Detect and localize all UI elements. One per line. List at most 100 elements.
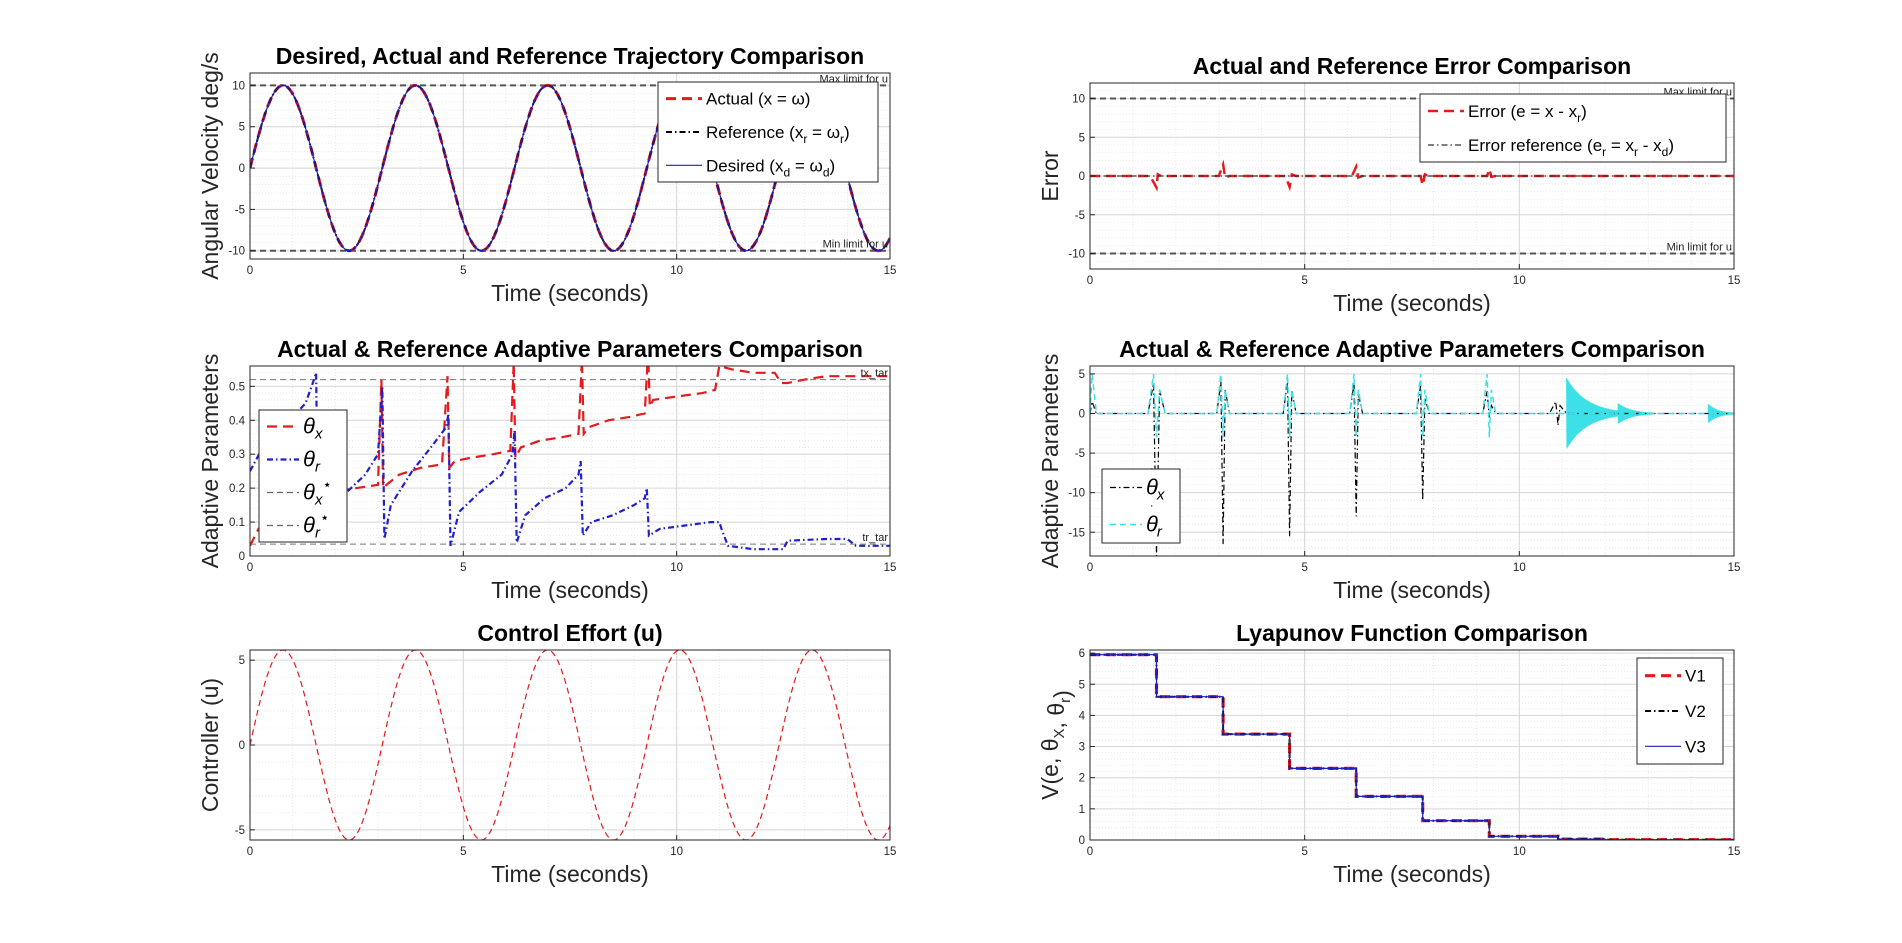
y-tick-label: 0 [1079, 835, 1085, 847]
legend-entry-label: θ˙ x [1146, 466, 1165, 504]
x-axis-label: Time (seconds) [491, 861, 649, 887]
x-tick-label: 0 [247, 265, 253, 277]
y-axis-label: Controller (u) [197, 678, 223, 812]
y-tick-label: 0 [239, 551, 245, 563]
y-tick-label: 5 [1079, 369, 1085, 381]
y-axis-label: Adaptive Parameters [197, 354, 223, 569]
legend-entry-label: θr [303, 447, 321, 476]
legend-entry-label: Error (e = x - xr) [1468, 102, 1587, 125]
x-tick-label: 5 [1301, 275, 1307, 287]
x-axis-label: Time (seconds) [1333, 861, 1491, 887]
axes-box [249, 365, 891, 557]
plot-area [1090, 650, 1734, 840]
limit-label: Min limit for u [1667, 242, 1732, 254]
x-tick-label: 15 [884, 562, 897, 574]
legend-entry-label: V3 [1685, 737, 1706, 756]
x-tick-label: 0 [1087, 275, 1093, 287]
legend-entry-label: θx⋆ [303, 477, 332, 509]
x-axis-label: Time (seconds) [491, 577, 649, 603]
x-axis-label: Time (seconds) [491, 280, 649, 306]
y-tick-label: 1 [1079, 804, 1085, 816]
y-tick-label: 0.1 [229, 517, 245, 529]
x-tick-label: 5 [1301, 562, 1307, 574]
x-tick-label: 10 [670, 265, 683, 277]
data-layer [250, 366, 890, 551]
legend-box [1419, 93, 1727, 163]
x-tick-label: 0 [1087, 562, 1093, 574]
series-line-0 [250, 366, 890, 547]
x-tick-label: 0 [247, 562, 253, 574]
p6-chart: 0 5 10 15 0 1 2 3 4 5 6 Lyapunov Function Compariso… [1037, 620, 1740, 887]
x-tick-label: 5 [460, 265, 466, 277]
y-tick-label: -10 [228, 246, 245, 258]
legend-box [258, 409, 348, 543]
x-tick-label: 0 [1087, 846, 1093, 858]
y-axis-label: Adaptive Parameters [1037, 354, 1063, 569]
chart-title: Desired, Actual and Reference Trajectory… [276, 43, 864, 69]
x-tick-label: 15 [1728, 846, 1741, 858]
y-tick-label: 0 [239, 163, 245, 175]
y-tick-label: 3 [1079, 742, 1085, 754]
y-tick-label: 0 [239, 740, 245, 752]
y-axis-label: Angular Velocity deg/s [197, 52, 223, 280]
y-tick-label: 0 [1079, 409, 1085, 421]
y-tick-label: -10 [1068, 488, 1085, 500]
series-line-1 [1090, 373, 1734, 438]
x-tick-label: 0 [247, 846, 253, 858]
y-tick-label: -5 [1075, 210, 1085, 222]
series-line-1 [250, 372, 890, 551]
legend: Actual (x = ω) Reference (xr = ωr) Desired… [657, 81, 879, 183]
y-tick-label: 0.5 [229, 381, 245, 393]
data-layer [250, 650, 890, 840]
y-tick-label: 4 [1079, 710, 1086, 722]
legend-entry-label: Desired (xd = ωd) [706, 156, 835, 179]
plot-area [250, 366, 890, 556]
x-tick-label: 15 [884, 265, 897, 277]
y-tick-label: 5 [1079, 679, 1085, 691]
y-tick-label: 6 [1079, 648, 1085, 660]
chart-title: Actual & Reference Adaptive Parameters C… [277, 336, 863, 362]
y-tick-label: 0 [1079, 171, 1085, 183]
y-tick-label: 10 [232, 80, 245, 92]
y-tick-label: -5 [235, 204, 245, 216]
x-tick-label: 5 [1301, 846, 1307, 858]
y-tick-label: 0.2 [229, 483, 245, 495]
y-tick-label: 5 [239, 655, 245, 667]
chart-title: Control Effort (u) [477, 620, 662, 646]
legend: θ˙ xθ˙ r [1101, 466, 1181, 544]
y-tick-label: 2 [1079, 773, 1085, 785]
x-tick-label: 10 [1513, 275, 1526, 287]
x-tick-label: 15 [884, 846, 897, 858]
axes-box [249, 72, 891, 260]
x-axis-label: Time (seconds) [1333, 290, 1491, 316]
x-tick-label: 10 [1513, 846, 1526, 858]
y-tick-label: 0.3 [229, 449, 245, 461]
legend-box [1101, 468, 1181, 544]
axes-box [1089, 365, 1735, 557]
y-axis-label: V(e, θX, θr) [1037, 690, 1075, 800]
legend: Error (e = x - xr) Error reference (er = … [1419, 93, 1727, 163]
y-axis-label: Error [1037, 150, 1063, 201]
y-tick-label: -5 [1075, 448, 1085, 460]
y-tick-label: 5 [1079, 132, 1085, 144]
y-tick-label: -5 [235, 825, 245, 837]
y-tick-label: 0.4 [229, 415, 246, 427]
x-tick-label: 10 [1513, 562, 1526, 574]
data-layer [1090, 373, 1734, 556]
legend-entry-label: Actual (x = ω) [706, 90, 810, 109]
data-layer [1090, 97, 1734, 255]
data-layer [1090, 653, 1734, 840]
limit-label: tr_tar [862, 532, 888, 544]
legend-entry-label: V2 [1685, 702, 1706, 721]
y-tick-label: -15 [1068, 527, 1085, 539]
legend: V1 V2 V3 [1636, 657, 1724, 765]
legend-entry-label: θr⋆ [303, 510, 329, 542]
x-tick-label: 10 [670, 562, 683, 574]
oscillation-burst [1617, 403, 1653, 424]
x-tick-label: 5 [460, 846, 466, 858]
chart-title: Actual & Reference Adaptive Parameters C… [1119, 336, 1705, 362]
